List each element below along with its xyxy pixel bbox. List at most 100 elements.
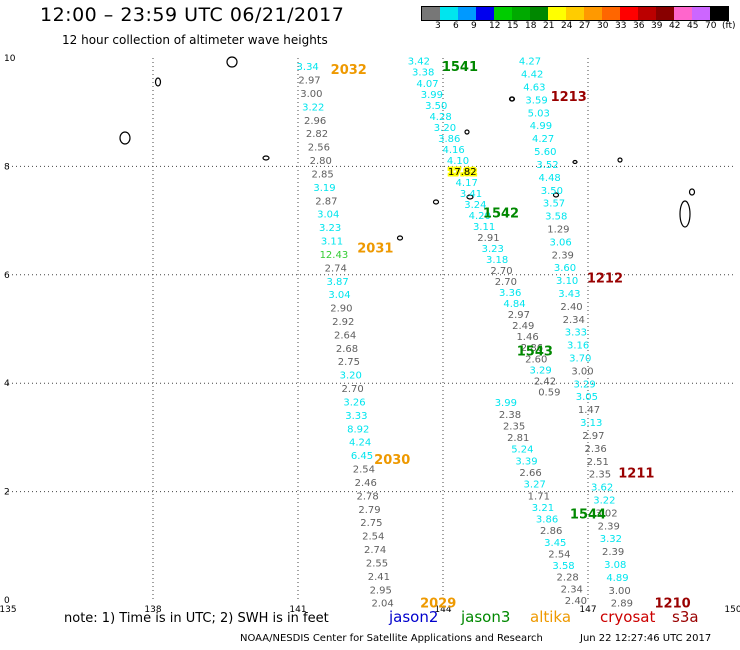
- wave-height-value: 3.41: [460, 189, 482, 200]
- wave-height-value: 3.52: [536, 160, 558, 171]
- wave-height-value: 2.66: [519, 468, 541, 479]
- wave-height-value: 2.41: [368, 572, 390, 583]
- wave-height-value: 4.17: [456, 178, 478, 189]
- wave-height-value: 2.74: [364, 545, 386, 556]
- scale-tick-label: 42: [669, 21, 681, 31]
- wave-height-value: 4.89: [606, 573, 628, 584]
- wave-height-value: 3.87: [327, 277, 349, 288]
- wave-height-value: 2.39: [598, 521, 620, 532]
- lon-tick-label: 138: [144, 605, 161, 615]
- wave-height-value: 4.27: [532, 134, 554, 145]
- scale-swatch: [584, 7, 602, 20]
- wave-height-value: 3.10: [556, 276, 578, 287]
- island-outline: [226, 56, 238, 68]
- wave-height-value: 2.90: [330, 304, 352, 315]
- wave-height-value: 2.75: [338, 357, 360, 368]
- lat-tick-label: 4: [4, 379, 10, 389]
- wave-height-value: 2.97: [508, 310, 530, 321]
- island-outline: [509, 96, 515, 102]
- wave-height-value: 4.99: [530, 121, 552, 132]
- wave-height-value: 4.48: [539, 173, 561, 184]
- wave-height-value: 2.28: [557, 573, 579, 584]
- track-label: 1213: [551, 90, 587, 105]
- footer-note: note: 1) Time is in UTC; 2) SWH is in fe…: [64, 611, 329, 626]
- wave-height-value: 3.34: [297, 62, 319, 73]
- wave-height-value: 3.39: [515, 456, 537, 467]
- scale-tick-label: 6: [453, 21, 459, 31]
- wave-height-value: 2.42: [534, 376, 556, 387]
- wave-height-value: 3.59: [525, 95, 547, 106]
- island-outline: [464, 129, 470, 135]
- island-outline: [432, 199, 440, 205]
- wave-height-value: 2.81: [507, 433, 529, 444]
- satellite-legend-item: cryosat: [600, 608, 656, 626]
- scale-swatch: [458, 7, 476, 20]
- wave-height-value: 2.54: [548, 549, 570, 560]
- wave-height-value: 2.60: [525, 354, 547, 365]
- wave-height-value: 3.18: [486, 255, 508, 266]
- wave-height-value: 3.11: [473, 222, 495, 233]
- scale-swatch: [656, 7, 674, 20]
- scale-swatch: [692, 7, 710, 20]
- wave-height-value: 3.57: [543, 199, 565, 210]
- timestamp-text: Jun 22 12:27:46 UTC 2017: [580, 633, 712, 644]
- scale-swatch: [602, 7, 620, 20]
- wave-height-value: 12.43: [320, 250, 349, 261]
- wave-height-value: 2.40: [560, 302, 582, 313]
- wave-height-value: 3.00: [300, 89, 322, 100]
- wave-height-value: 17.82: [448, 167, 477, 178]
- wave-height-value: 3.50: [425, 101, 447, 112]
- wave-height-value: 3.22: [302, 102, 324, 113]
- scale-tick-label: 30: [597, 21, 609, 31]
- wave-height-value: 2.39: [552, 250, 574, 261]
- scale-tick-label: 12: [489, 21, 501, 31]
- wave-height-value: 2.95: [370, 585, 392, 596]
- credit-text: NOAA/NESDIS Center for Satellite Applica…: [240, 633, 543, 644]
- wave-height-value: 3.38: [412, 68, 434, 79]
- lon-tick-label: 141: [289, 605, 306, 615]
- satellite-legend-item: s3a: [672, 608, 699, 626]
- wave-height-value: 1.29: [547, 224, 569, 235]
- wave-height-value: 3.00: [609, 586, 631, 597]
- wave-height-value: 2.85: [312, 169, 334, 180]
- wave-height-value: 2.78: [356, 491, 378, 502]
- scale-tick-label: 15: [507, 21, 519, 31]
- scale-tick-label: 70: [705, 21, 717, 31]
- wave-height-value: 3.86: [438, 134, 460, 145]
- wave-height-value: 3.04: [328, 290, 350, 301]
- island-outline: [552, 192, 560, 198]
- scale-swatch: [566, 7, 584, 20]
- wave-height-value: 4.24: [349, 438, 371, 449]
- wave-height-value: 4.16: [443, 145, 465, 156]
- wave-height-value: 2.56: [308, 143, 330, 154]
- scale-tick-label: 39: [651, 21, 663, 31]
- island-outline: [262, 155, 270, 161]
- wave-height-value: 2.74: [325, 263, 347, 274]
- wave-height-value: 3.23: [482, 244, 504, 255]
- wave-height-value: 2.55: [366, 558, 388, 569]
- scale-tick-label: 21: [543, 21, 555, 31]
- wave-height-value: 6.45: [351, 451, 373, 462]
- scale-swatch: [530, 7, 548, 20]
- wave-height-value: 3.06: [549, 237, 571, 248]
- wave-height-value: 3.70: [569, 354, 591, 365]
- wave-height-value: 2.35: [589, 470, 611, 481]
- wave-height-value: 2.04: [371, 599, 393, 610]
- lat-tick-label: 10: [4, 54, 16, 64]
- scale-tick-label: 45: [687, 21, 699, 31]
- wave-height-value: 3.62: [591, 483, 613, 494]
- scale-swatch: [512, 7, 530, 20]
- map-subtitle: 12 hour collection of altimeter wave hei…: [62, 33, 328, 47]
- scale-tick-label: 24: [561, 21, 573, 31]
- scale-swatch: [422, 7, 440, 20]
- wave-height-value: 4.28: [429, 112, 451, 123]
- track-label: 1544: [570, 507, 606, 522]
- wave-height-value: 2.87: [315, 196, 337, 207]
- satellite-legend-item: jason3: [461, 608, 511, 626]
- scale-swatch: [674, 7, 692, 20]
- wave-height-value: 3.23: [319, 223, 341, 234]
- wave-height-value: 2.34: [561, 584, 583, 595]
- scale-swatch: [710, 7, 728, 20]
- track-label: 1543: [517, 345, 553, 360]
